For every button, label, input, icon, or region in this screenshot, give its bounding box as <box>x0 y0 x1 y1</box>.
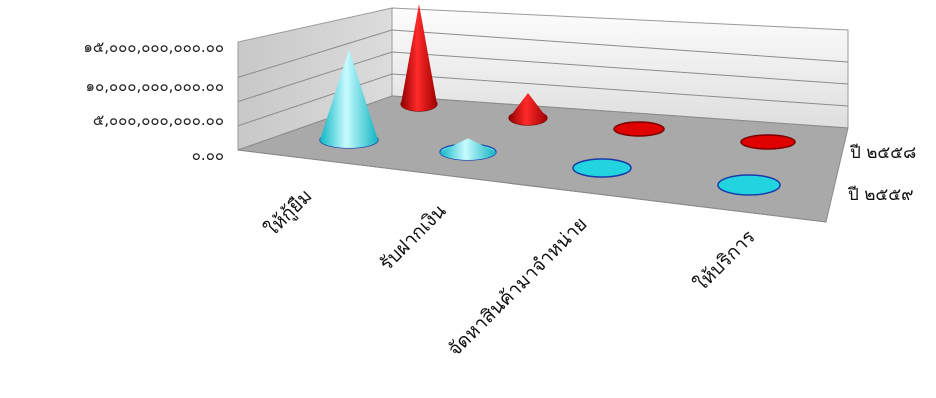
cone-series <box>319 4 796 196</box>
cone-body <box>440 138 496 160</box>
cone-mark <box>319 49 379 149</box>
gridline-side <box>237 73 393 127</box>
cone-mark <box>400 4 438 112</box>
cone-mark <box>439 138 497 161</box>
category-label: รับฝากเงิน <box>375 200 450 275</box>
gridlines <box>237 29 849 127</box>
cone-mark <box>740 134 796 150</box>
y-tick-label: ๑๕,๐๐๐,๐๐๐,๐๐๐.๐๐ <box>83 38 224 56</box>
cone-mark <box>572 158 632 178</box>
cone-mark <box>613 121 665 137</box>
series-label: ปี ๒๕๕๙ <box>847 185 913 205</box>
cone-base-flat <box>717 174 781 196</box>
cone-base-flat <box>613 121 665 137</box>
gridline-back <box>391 29 849 63</box>
y-tick-label: ๑๐,๐๐๐,๐๐๐,๐๐๐.๐๐ <box>86 77 224 95</box>
category-label: จัดหาสินค้ามาจำหน่าย <box>444 213 592 361</box>
cone-base-flat <box>740 134 796 150</box>
cone-body <box>401 4 437 111</box>
y-tick-label: ๕,๐๐๐,๐๐๐,๐๐๐.๐๐ <box>93 111 224 129</box>
gridline-back <box>391 51 849 85</box>
cone-mark <box>508 93 548 126</box>
category-label: ให้บริการ <box>690 226 760 296</box>
gridline-side <box>237 51 393 103</box>
category-label: ให้กู้ยืม <box>261 185 317 241</box>
cone-body <box>509 93 547 125</box>
floor-front-edge <box>237 149 827 223</box>
gridline-back <box>391 73 849 107</box>
gridline-side <box>237 29 393 78</box>
series-label: ปี ๒๕๕๘ <box>849 143 916 163</box>
cone-mark <box>717 174 781 196</box>
y-tick-label: ๐.๐๐ <box>192 146 224 164</box>
cone-base-flat <box>572 158 632 178</box>
cone-body <box>320 49 378 148</box>
